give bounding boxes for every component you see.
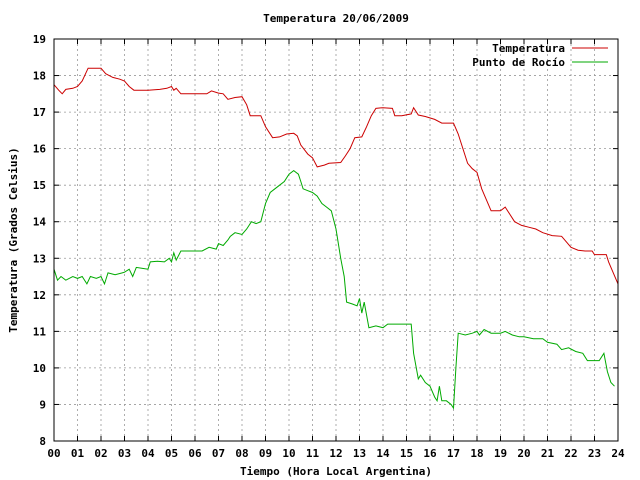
y-tick-label: 9 <box>39 398 46 411</box>
y-tick-labels: 8 9 10 11 12 13 14 15 16 17 18 19 <box>33 33 47 448</box>
x-tick-label: 14 <box>376 447 390 460</box>
y-tick-label: 11 <box>33 325 47 338</box>
x-tick-label: 19 <box>494 447 507 460</box>
x-tick-label: 21 <box>541 447 555 460</box>
series-line-punto-de-rocio <box>53 169 615 410</box>
grid <box>53 38 619 442</box>
x-tick-label: 17 <box>447 447 460 460</box>
y-tick-label: 12 <box>33 289 46 302</box>
y-tick-label: 13 <box>33 252 46 265</box>
x-tick-label: 06 <box>188 447 202 460</box>
x-axis-title: Tiempo (Hora Local Argentina) <box>240 465 432 478</box>
x-tick-label: 10 <box>282 447 295 460</box>
x-tick-label: 23 <box>588 447 601 460</box>
series-lines <box>53 67 619 410</box>
x-tick-label: 00 <box>47 447 60 460</box>
x-tick-label: 15 <box>400 447 413 460</box>
y-tick-label: 19 <box>33 33 46 46</box>
x-tick-label: 24 <box>611 447 625 460</box>
y-tick-label: 10 <box>33 362 46 375</box>
y-axis-title: Temperatura (Grados Celsius) <box>7 147 20 332</box>
y-tick-label: 14 <box>33 216 47 229</box>
x-tick-label: 02 <box>94 447 107 460</box>
x-tick-label: 20 <box>517 447 530 460</box>
legend-label: Punto de Rocío <box>472 56 565 69</box>
x-tick-labels: 00 01 02 03 04 05 06 07 08 09 10 11 12 13 14 15 16 17 18 19… <box>47 447 625 460</box>
x-tick-label: 12 <box>329 447 342 460</box>
plot-frame <box>53 38 619 442</box>
x-tick-label: 18 <box>470 447 483 460</box>
series-line-temperatura <box>53 67 619 285</box>
chart-title: Temperatura 20/06/2009 <box>263 12 409 25</box>
y-tick-label: 15 <box>33 179 46 192</box>
legend-label: Temperatura <box>492 42 565 55</box>
y-tick-label: 8 <box>39 435 46 448</box>
y-tick-label: 17 <box>33 106 46 119</box>
x-tick-label: 04 <box>141 447 155 460</box>
y-tick-label: 18 <box>33 70 46 83</box>
x-tick-label: 13 <box>353 447 366 460</box>
x-tick-label: 07 <box>212 447 225 460</box>
x-tick-label: 09 <box>259 447 272 460</box>
x-tick-label: 11 <box>306 447 320 460</box>
x-tick-label: 22 <box>564 447 577 460</box>
x-tick-label: 05 <box>165 447 178 460</box>
x-tick-label: 03 <box>118 447 131 460</box>
x-tick-label: 01 <box>71 447 85 460</box>
x-tick-label: 08 <box>235 447 248 460</box>
y-tick-label: 16 <box>33 143 47 156</box>
x-tick-label: 16 <box>423 447 437 460</box>
